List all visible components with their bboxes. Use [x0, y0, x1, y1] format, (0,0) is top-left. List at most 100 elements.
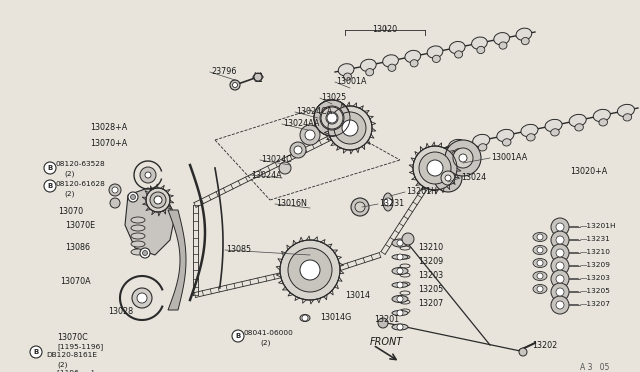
Circle shape [230, 80, 240, 90]
Ellipse shape [533, 259, 547, 267]
Text: B: B [236, 333, 241, 339]
Circle shape [537, 273, 543, 279]
Circle shape [378, 318, 388, 328]
Ellipse shape [392, 254, 408, 260]
Text: B: B [47, 183, 52, 189]
Text: —13201H: —13201H [580, 223, 616, 229]
Text: 13209: 13209 [418, 257, 444, 266]
Circle shape [397, 310, 403, 316]
Ellipse shape [473, 134, 490, 147]
Text: (2): (2) [260, 340, 271, 346]
Circle shape [419, 152, 451, 184]
Ellipse shape [550, 129, 559, 136]
Ellipse shape [339, 64, 354, 76]
Circle shape [279, 162, 291, 174]
Text: 13070E: 13070E [65, 221, 95, 231]
Text: —13205: —13205 [580, 288, 611, 294]
Text: —13210: —13210 [580, 249, 611, 255]
Text: 13024: 13024 [461, 173, 486, 183]
Ellipse shape [433, 55, 440, 62]
Circle shape [556, 249, 564, 257]
Text: 13203: 13203 [418, 272, 443, 280]
Circle shape [551, 218, 569, 236]
Ellipse shape [618, 105, 634, 117]
Ellipse shape [365, 68, 374, 76]
Circle shape [413, 146, 457, 190]
Text: 13205: 13205 [418, 285, 444, 295]
Text: 13024AA: 13024AA [283, 119, 319, 128]
Ellipse shape [477, 46, 484, 54]
Circle shape [137, 293, 147, 303]
Ellipse shape [131, 233, 145, 239]
Ellipse shape [454, 149, 463, 156]
Circle shape [154, 196, 162, 204]
Circle shape [551, 296, 569, 314]
Ellipse shape [599, 119, 607, 126]
Ellipse shape [533, 272, 547, 280]
Text: 13016N: 13016N [276, 199, 307, 208]
Text: 13201H: 13201H [406, 187, 437, 196]
Text: [1195-1196]: [1195-1196] [57, 343, 103, 350]
Circle shape [30, 346, 42, 358]
Text: (2): (2) [57, 361, 67, 368]
Text: 13025: 13025 [321, 93, 346, 103]
Circle shape [140, 248, 150, 258]
Text: —13231: —13231 [580, 236, 611, 242]
Circle shape [294, 146, 302, 154]
Ellipse shape [131, 225, 145, 231]
Ellipse shape [593, 109, 611, 122]
Ellipse shape [300, 314, 310, 321]
Text: 13070A: 13070A [60, 278, 91, 286]
Circle shape [300, 260, 320, 280]
Ellipse shape [623, 114, 632, 121]
Circle shape [300, 125, 320, 145]
Circle shape [302, 315, 308, 321]
Text: 13086: 13086 [65, 244, 90, 253]
Circle shape [397, 296, 403, 302]
Ellipse shape [454, 51, 463, 58]
Circle shape [556, 301, 564, 309]
Circle shape [128, 192, 138, 202]
Circle shape [143, 250, 147, 256]
Ellipse shape [472, 37, 487, 49]
Text: —13203: —13203 [580, 275, 611, 281]
Ellipse shape [569, 114, 586, 126]
Circle shape [445, 175, 451, 181]
Circle shape [556, 223, 564, 231]
Text: 08120-61628: 08120-61628 [56, 181, 106, 187]
Ellipse shape [392, 239, 408, 247]
Text: B: B [33, 349, 38, 355]
Circle shape [326, 112, 338, 124]
Circle shape [397, 324, 403, 330]
Circle shape [397, 268, 403, 274]
Circle shape [556, 236, 564, 244]
Text: 13001AA: 13001AA [491, 154, 527, 163]
Text: 13070C: 13070C [57, 333, 88, 342]
Text: A 3   05: A 3 05 [580, 363, 609, 372]
Ellipse shape [392, 282, 408, 288]
Ellipse shape [521, 124, 538, 137]
Circle shape [145, 172, 151, 178]
Circle shape [351, 198, 369, 216]
Circle shape [551, 270, 569, 288]
Ellipse shape [392, 324, 408, 330]
Text: —13207: —13207 [580, 301, 611, 307]
Ellipse shape [383, 55, 399, 67]
Ellipse shape [410, 60, 418, 67]
Circle shape [397, 254, 403, 260]
Circle shape [441, 171, 455, 185]
Circle shape [334, 112, 366, 144]
Ellipse shape [131, 249, 145, 255]
Text: 13085: 13085 [226, 246, 251, 254]
Text: (2): (2) [64, 191, 74, 197]
Text: 13210: 13210 [418, 244, 443, 253]
Circle shape [110, 198, 120, 208]
Text: FRONT: FRONT [370, 337, 403, 347]
Circle shape [402, 233, 414, 245]
Text: 13024A: 13024A [251, 170, 282, 180]
Ellipse shape [405, 50, 420, 62]
Circle shape [232, 330, 244, 342]
Ellipse shape [392, 311, 408, 315]
Ellipse shape [502, 139, 511, 146]
Ellipse shape [392, 295, 408, 302]
